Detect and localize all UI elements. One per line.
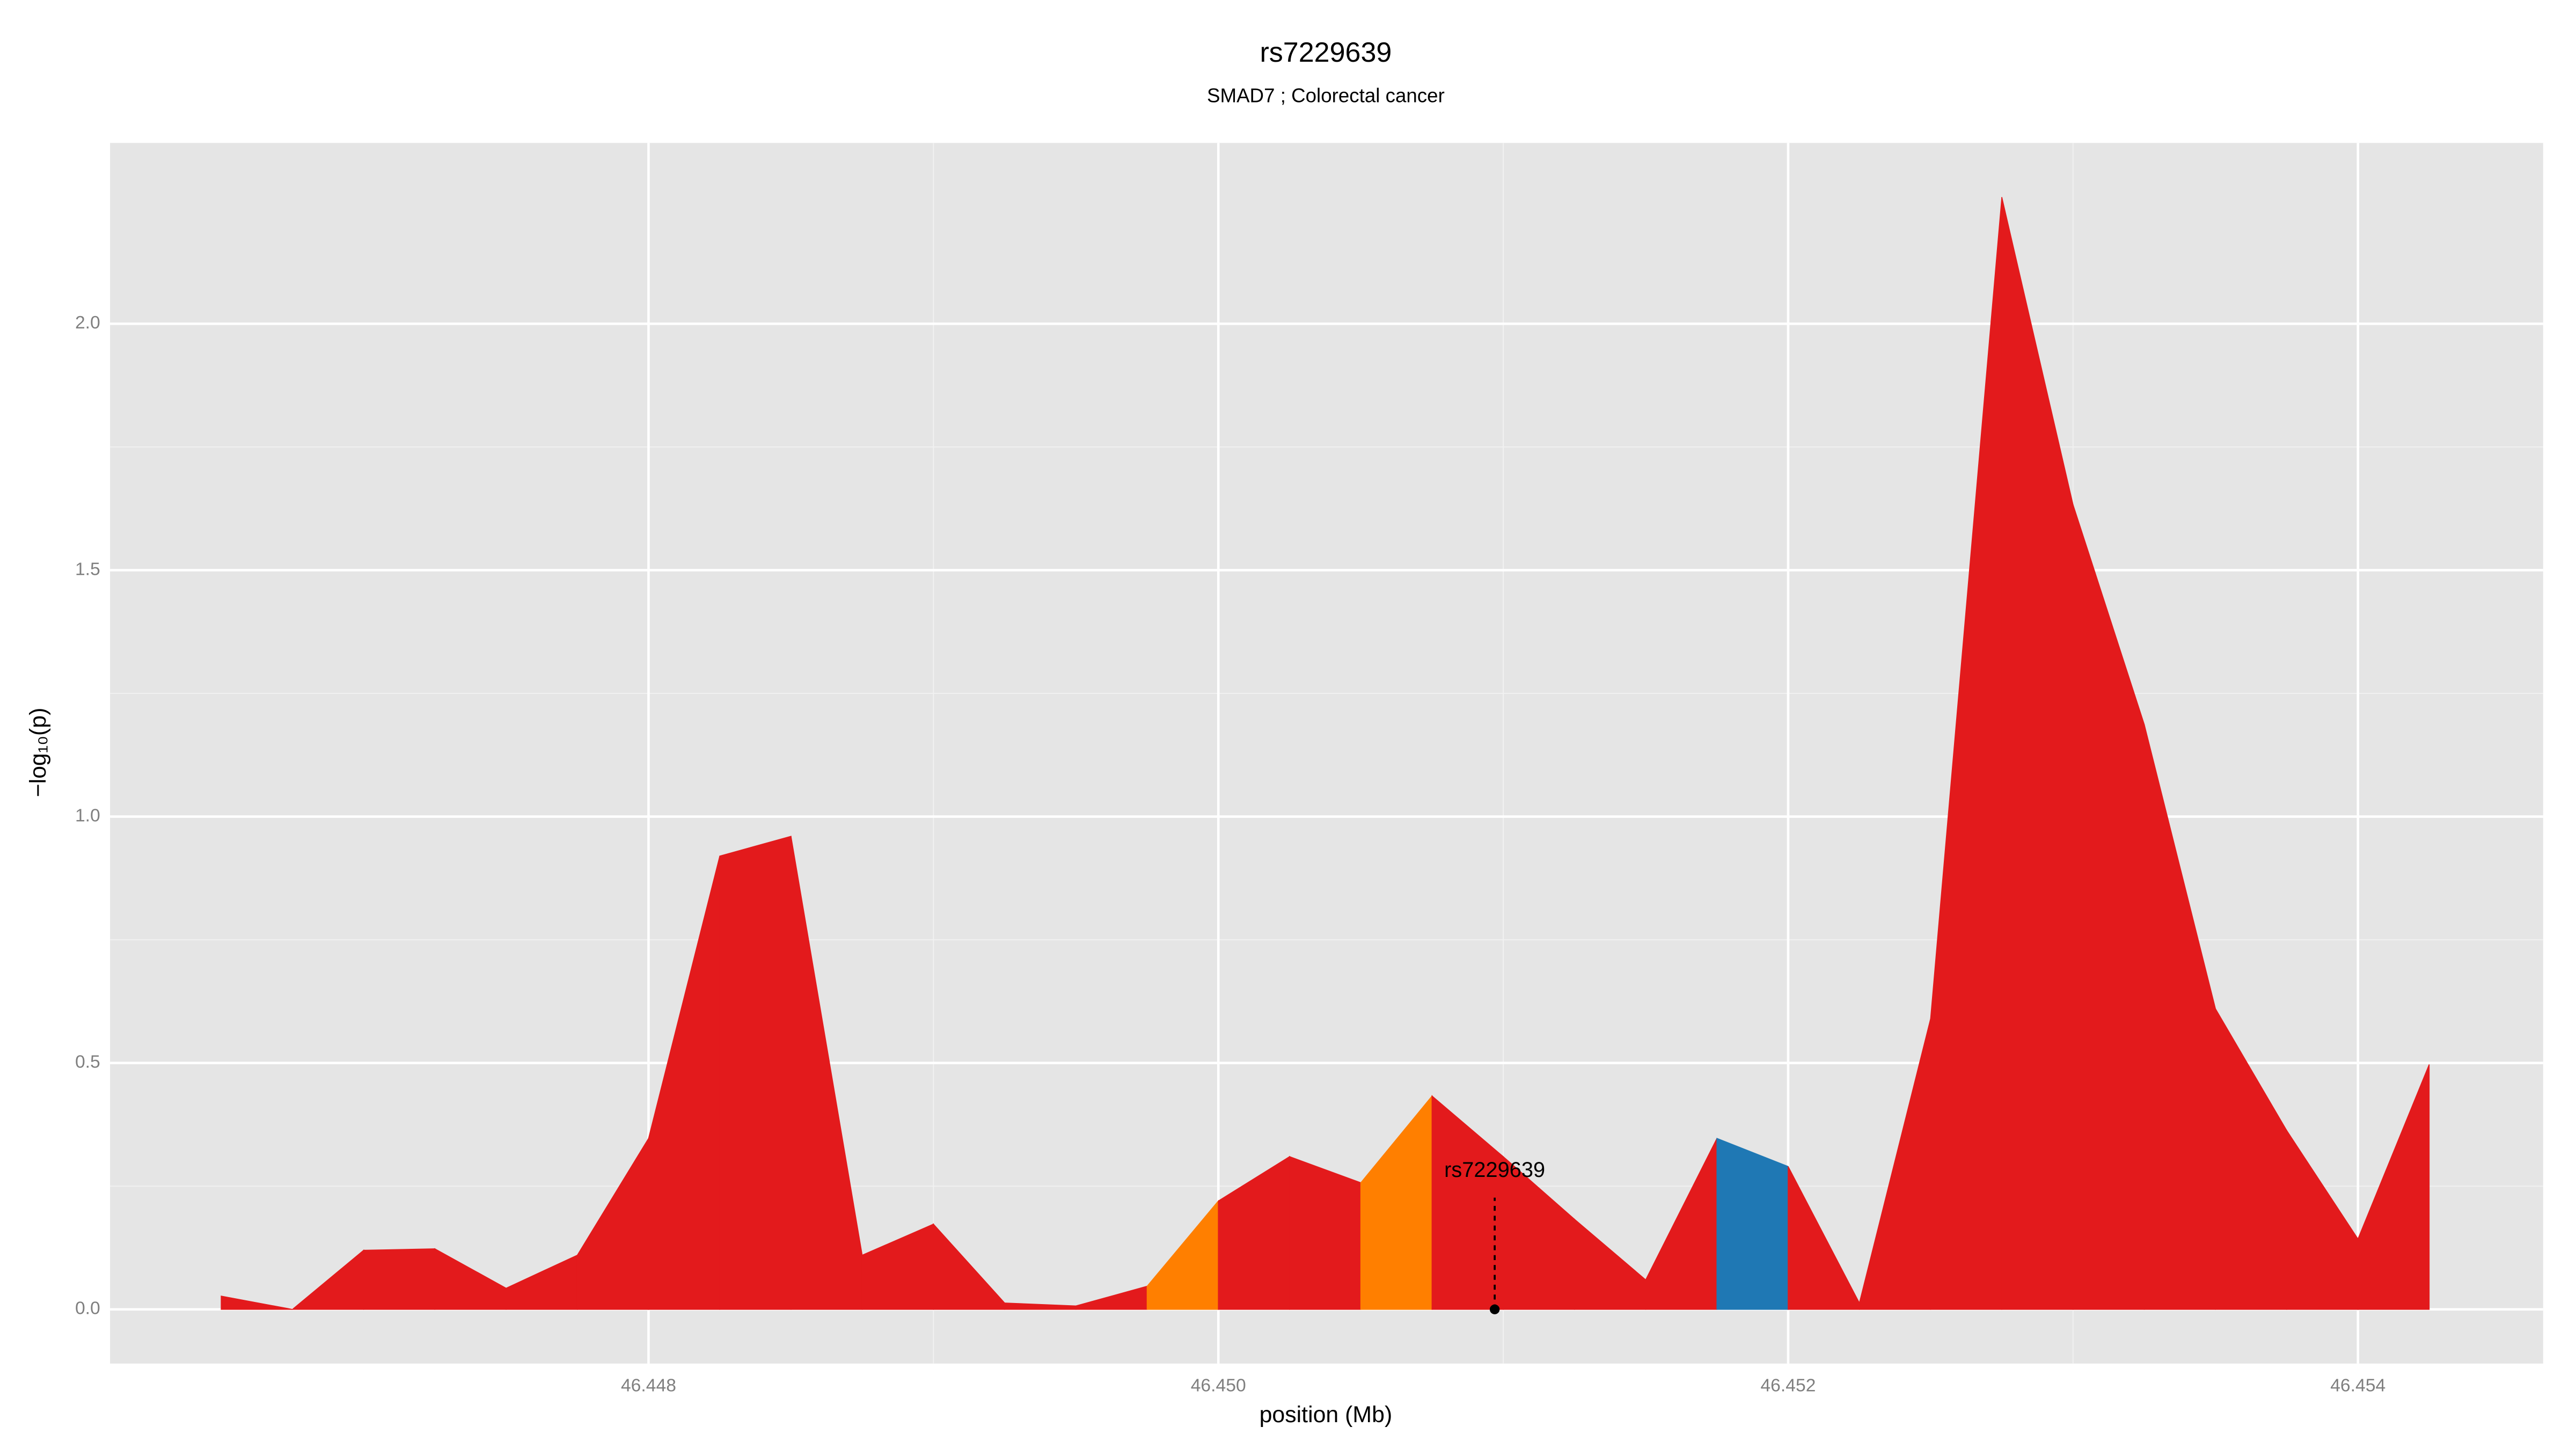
y-tick-label: 1.5 <box>75 559 100 579</box>
area-segment <box>363 1248 436 1310</box>
y-axis-label: −log₁₀(p) <box>25 708 51 797</box>
y-tick-label: 2.0 <box>75 313 100 333</box>
y-tick-label: 1.0 <box>75 806 100 825</box>
y-tick-label: 0.5 <box>75 1052 100 1072</box>
x-tick-label: 46.454 <box>2330 1376 2385 1396</box>
x-axis-label: position (Mb) <box>1260 1402 1393 1428</box>
x-tick-label: 46.450 <box>1191 1376 1246 1396</box>
marks: rs7229639 <box>221 197 2430 1314</box>
annotation-label: rs7229639 <box>1444 1158 1545 1182</box>
area-segment <box>221 1296 293 1310</box>
annotation-point <box>1489 1304 1500 1314</box>
area-segment <box>1289 1156 1362 1310</box>
y-tick-label: 0.0 <box>75 1299 100 1319</box>
area-segment <box>719 836 792 1310</box>
x-tick-label: 46.448 <box>621 1376 676 1396</box>
area-segment <box>2357 1064 2430 1310</box>
x-tick-label: 46.452 <box>1760 1376 1816 1396</box>
chart-title: rs7229639 <box>1260 37 1392 68</box>
chart-subtitle: SMAD7 ; Colorectal cancer <box>1207 84 1445 106</box>
area-segment <box>1716 1138 1789 1310</box>
